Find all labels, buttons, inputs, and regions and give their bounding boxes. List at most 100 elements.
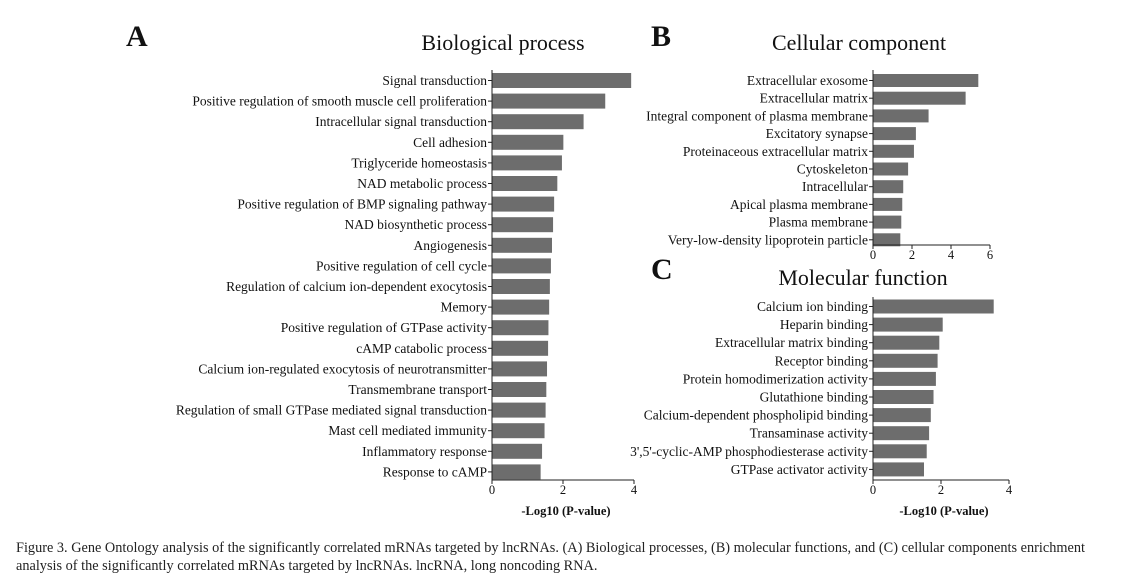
- panel-b-bar-9: [873, 215, 902, 229]
- panel-a-category-label-5: Triglyceride homeostasis: [351, 155, 487, 170]
- panel-c-xtick-label-1: 0: [870, 483, 876, 497]
- panel-a-bar-20: [492, 464, 541, 480]
- panel-a-category-label-4: Cell adhesion: [413, 135, 487, 150]
- panel-c-category-label-1: Calcium ion binding: [757, 299, 868, 314]
- panel-a-category-label-12: Memory: [441, 300, 488, 315]
- panel-c-category-label-10: GTPase activator activity: [731, 462, 868, 477]
- panel-a-category-label-20: Response to cAMP: [383, 464, 487, 479]
- panel-b-category-label-9: Plasma membrane: [769, 215, 868, 230]
- panel-a-xtick-label-1: 0: [489, 483, 495, 497]
- panel-c-bar-10: [873, 462, 924, 477]
- panel-b-category-label-2: Extracellular matrix: [760, 91, 869, 106]
- panel-a-bar-15: [492, 361, 548, 377]
- panel-b-bar-4: [873, 127, 916, 141]
- panel-a-bar-12: [492, 299, 550, 315]
- panel-b-bar-2: [873, 91, 966, 105]
- panel-a-bar-19: [492, 443, 543, 459]
- panel-b-category-label-8: Apical plasma membrane: [730, 197, 868, 212]
- panel-c-xtick-label-3: 4: [1006, 483, 1013, 497]
- panel-a-bar-3: [492, 114, 584, 130]
- panel-a-xtick-label-3: 4: [631, 483, 638, 497]
- panel-a-category-label-13: Positive regulation of GTPase activity: [281, 320, 487, 335]
- panel-b-bar-7: [873, 180, 904, 194]
- panel-b-xtick-label-4: 6: [987, 248, 993, 262]
- panel-c-title: Molecular function: [778, 265, 947, 290]
- panel-c-bar-7: [873, 408, 931, 423]
- panel-a-letter: A: [126, 20, 148, 53]
- panel-c-xtick-label-2: 2: [938, 483, 944, 497]
- panel-a-bar-7: [492, 196, 555, 212]
- panel-a-category-label-10: Positive regulation of cell cycle: [316, 258, 487, 273]
- panel-c-category-label-9: 3',5'-cyclic-AMP phosphodiesterase activ…: [630, 444, 868, 459]
- panel-a-category-label-19: Inflammatory response: [362, 444, 487, 459]
- panel-a-xtick-label-2: 2: [560, 483, 566, 497]
- panel-a-title: Biological process: [421, 30, 584, 55]
- panel-a-category-label-17: Regulation of small GTPase mediated sign…: [176, 403, 487, 418]
- panel-b-category-label-3: Integral component of plasma membrane: [646, 108, 868, 123]
- panel-b-xtick-label-2: 2: [909, 248, 915, 262]
- panel-a-category-label-3: Intracellular signal transduction: [315, 114, 487, 129]
- panel-a-bar-2: [492, 93, 606, 109]
- panel-a-category-label-9: Angiogenesis: [414, 238, 488, 253]
- panel-a-category-label-16: Transmembrane transport: [348, 382, 487, 397]
- panel-a-category-label-8: NAD biosynthetic process: [345, 217, 487, 232]
- panel-c-bar-1: [873, 299, 994, 314]
- panel-a-bar-8: [492, 217, 554, 233]
- panel-b-xtick-label-1: 0: [870, 248, 876, 262]
- figure-caption: Figure 3. Gene Ontology analysis of the …: [16, 540, 1085, 574]
- panel-b-title: Cellular component: [772, 30, 946, 55]
- panel-a-bar-9: [492, 237, 552, 253]
- panel-a-category-label-2: Positive regulation of smooth muscle cel…: [192, 94, 487, 109]
- panel-b-category-label-4: Excitatory synapse: [766, 126, 868, 141]
- panel-c-bar-5: [873, 371, 936, 386]
- panel-b-bar-1: [873, 74, 979, 87]
- panel-b-category-label-5: Proteinaceous extracellular matrix: [683, 144, 868, 159]
- panel-c-bar-2: [873, 317, 943, 332]
- panel-c-bar-9: [873, 444, 927, 459]
- panel-a-category-label-18: Mast cell mediated immunity: [328, 423, 487, 438]
- panel-c-bar-6: [873, 390, 934, 404]
- panel-a-bar-5: [492, 155, 562, 171]
- panel-b-category-label-10: Very-low-density lipoprotein particle: [668, 232, 868, 247]
- panel-c-bar-8: [873, 426, 930, 441]
- panel-a-category-label-7: Positive regulation of BMP signaling pat…: [237, 197, 487, 212]
- panel-a-category-label-15: Calcium ion-regulated exocytosis of neur…: [198, 361, 487, 376]
- panel-b-bar-3: [873, 109, 929, 123]
- panel-a-x-axis-label: -Log10 (P-value): [521, 504, 610, 518]
- panel-a-bar-16: [492, 382, 547, 397]
- panel-c-x-axis-label: -Log10 (P-value): [899, 504, 988, 518]
- panel-c-category-label-8: Transaminase activity: [750, 426, 869, 441]
- panel-a-bar-10: [492, 258, 551, 274]
- panel-b-category-label-6: Cytoskeleton: [797, 162, 868, 177]
- panel-c-category-label-5: Protein homodimerization activity: [683, 371, 868, 386]
- panel-c-category-label-2: Heparin binding: [780, 317, 868, 332]
- panel-a-category-label-6: NAD metabolic process: [357, 176, 487, 191]
- panel-a-bar-13: [492, 320, 549, 336]
- panel-a-bar-11: [492, 279, 550, 294]
- panel-c-letter: C: [651, 253, 673, 286]
- panel-b-letter: B: [651, 20, 671, 53]
- panel-a-bar-4: [492, 134, 564, 150]
- go-figure: A Biological process Signal transduction Po…: [126, 20, 1013, 518]
- panel-b-category-label-1: Extracellular exosome: [747, 73, 868, 88]
- panel-b-bar-6: [873, 162, 909, 176]
- panel-a-category-label-1: Signal transduction: [382, 73, 487, 88]
- panel-b-xtick-label-3: 4: [948, 248, 955, 262]
- panel-a-category-label-14: cAMP catabolic process: [356, 341, 487, 356]
- panel-c-category-label-7: Calcium-dependent phospholipid binding: [644, 408, 868, 423]
- panel-c-category-label-6: Glutathione binding: [760, 390, 869, 405]
- panel-b-bar-10: [873, 233, 901, 247]
- panel-c-category-label-4: Receptor binding: [775, 353, 869, 368]
- panel-c-bar-3: [873, 335, 940, 350]
- panel-c-bar-4: [873, 353, 938, 368]
- panel-b-bar-8: [873, 197, 903, 211]
- panel-a-bar-6: [492, 176, 558, 191]
- panel-a-bar-17: [492, 402, 546, 418]
- panel-a-bar-18: [492, 423, 545, 439]
- panel-a-category-label-11: Regulation of calcium ion-dependent exoc…: [226, 279, 487, 294]
- panel-c-category-label-3: Extracellular matrix binding: [715, 335, 868, 350]
- panel-b-category-label-7: Intracellular: [802, 179, 868, 194]
- panel-b-bar-5: [873, 144, 914, 158]
- panel-a-bar-1: [492, 73, 632, 88]
- panel-a-bar-14: [492, 340, 549, 356]
